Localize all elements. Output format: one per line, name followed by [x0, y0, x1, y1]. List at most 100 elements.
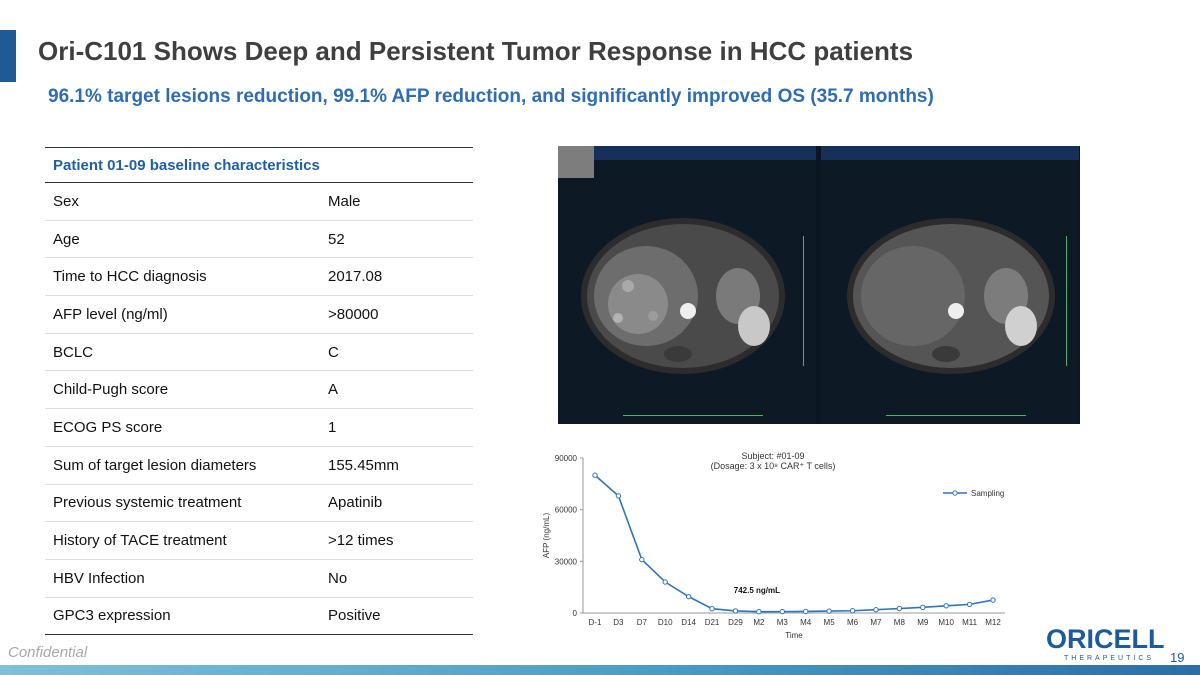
data-point	[756, 609, 762, 615]
x-tick-label: D10	[658, 618, 673, 627]
data-point	[920, 604, 926, 611]
y-tick-label: 60000	[555, 506, 578, 515]
logo-wordmark: ORICELL	[1046, 624, 1165, 654]
data-point	[803, 608, 809, 615]
x-tick-label: D29	[728, 618, 743, 627]
data-point	[779, 608, 785, 615]
legend-label: Sampling	[971, 489, 1004, 498]
x-tick-label: M10	[938, 618, 954, 627]
baseline-characteristics-table: Patient 01-09 baseline characteristics S…	[45, 147, 473, 636]
row-value: C	[328, 343, 339, 361]
row-value: 155.45mm	[328, 456, 399, 474]
row-label: Age	[53, 230, 80, 248]
logo-tagline: THERAPEUTICS	[1064, 655, 1155, 662]
series-line-sampling	[594, 474, 994, 613]
x-tick-label: M9	[917, 618, 929, 627]
x-tick-label: D3	[613, 618, 624, 627]
scan-vertical-ruler	[1061, 236, 1067, 366]
data-point	[896, 605, 903, 612]
data-point	[662, 579, 668, 585]
row-label: Child-Pugh score	[53, 381, 169, 399]
abdomen-scan-baseline	[581, 218, 785, 374]
row-label: ECOG PS score	[53, 418, 163, 436]
x-tick-label: M11	[962, 618, 978, 627]
slide-title: Ori-C101 Shows Deep and Persistent Tumor…	[38, 36, 914, 66]
afp-chart-svg: 0 30000 60000 90000 D-1 D3 D7 D10 D14 D21 D29 M2 M3 M…	[542, 451, 1005, 640]
row-value: Positive	[328, 607, 381, 625]
row-label: Sex	[53, 192, 79, 210]
row-value: 1	[328, 418, 337, 436]
table-row: Time to HCC diagnosis 2017.08	[45, 258, 473, 297]
mri-scan-image	[558, 146, 1080, 424]
x-tick-label: M4	[800, 618, 812, 627]
slide-subtitle: 96.1% target lesions reduction, 99.1% AF…	[48, 86, 934, 107]
data-point	[873, 607, 879, 613]
x-tick-label: M8	[894, 618, 906, 627]
table-body: Sex Male Age 52 Time to HCC diagnosis 2017.08…	[45, 183, 473, 636]
table-row: AFP level (ng/ml) >80000	[45, 296, 473, 334]
row-value: 52	[328, 230, 345, 248]
row-label: BCLC	[53, 343, 94, 361]
x-tick-label: M3	[777, 618, 789, 627]
data-annotation: 742.5 ng/mL	[734, 586, 780, 595]
row-value: A	[328, 381, 339, 399]
y-tick-label: 30000	[555, 557, 578, 566]
row-label: HBV Infection	[53, 569, 145, 587]
row-label: GPC3 expression	[53, 607, 171, 625]
y-axis-label: AFP (ng/mL)	[542, 513, 551, 559]
x-tick-label: M5	[824, 618, 836, 627]
table-row: HBV Infection No	[45, 560, 473, 598]
y-tick-label: 0	[573, 609, 578, 618]
data-point	[709, 605, 715, 612]
scan-vertical-ruler	[798, 236, 804, 366]
scan-toolbar	[821, 146, 1079, 160]
row-value: 2017.08	[328, 268, 383, 286]
chart-subtitle: (Dosage: 3 x 10⁸ CAR⁺ T cells)	[711, 461, 836, 471]
x-tick-label: M2	[753, 618, 765, 627]
data-point	[943, 603, 949, 609]
table-row: BCLC C	[45, 334, 473, 372]
data-point	[592, 472, 598, 478]
table-row: GPC3 expression Positive	[45, 598, 473, 636]
y-tick-label: 90000	[555, 454, 578, 463]
data-point	[732, 608, 739, 614]
table-row: Age 52	[45, 221, 473, 259]
footer-gradient-band	[0, 665, 1200, 675]
scan-scale-ruler	[623, 406, 763, 416]
oricell-logo: ORICELL THERAPEUTICS	[1046, 624, 1165, 665]
row-label: History of TACE treatment	[53, 532, 227, 550]
row-value: >12 times	[328, 532, 394, 550]
x-axis-label: Time	[785, 631, 803, 640]
table-row: Child-Pugh score A	[45, 371, 473, 410]
row-value: >80000	[328, 305, 379, 323]
x-tick-label: M12	[985, 618, 1001, 627]
afp-line-chart: 0 30000 60000 90000 D-1 D3 D7 D10 D14 D21 D29 M2 M3 M…	[525, 450, 1025, 645]
title-accent-bar	[0, 30, 16, 82]
data-point	[615, 493, 622, 499]
data-point	[639, 556, 645, 563]
row-label: Time to HCC diagnosis	[53, 268, 207, 286]
x-tick-label: D21	[705, 618, 720, 627]
legend-marker	[952, 490, 958, 496]
x-tick-label: D7	[637, 618, 648, 627]
data-point	[849, 608, 856, 614]
data-point	[990, 597, 996, 603]
abdomen-scan-followup	[847, 218, 1055, 374]
confidential-label: Confidential	[8, 644, 88, 661]
table-row: Sum of target lesion diameters 155.45mm	[45, 447, 473, 485]
x-tick-label: D-1	[589, 618, 602, 627]
data-point	[685, 593, 692, 600]
row-value: Male	[328, 192, 361, 210]
table-row: ECOG PS score 1	[45, 409, 473, 447]
data-point	[826, 608, 832, 614]
mri-scan-baseline-panel	[558, 146, 816, 424]
data-point	[966, 601, 973, 608]
x-tick-label: D14	[681, 618, 696, 627]
scan-toolbar	[558, 146, 816, 160]
row-value: No	[328, 569, 348, 587]
table-row: Sex Male	[45, 183, 473, 221]
row-label: AFP level (ng/ml)	[53, 305, 168, 323]
row-label: Previous systemic treatment	[53, 494, 242, 512]
mri-scan-followup-panel	[821, 146, 1079, 424]
table-row: History of TACE treatment >12 times	[45, 522, 473, 560]
